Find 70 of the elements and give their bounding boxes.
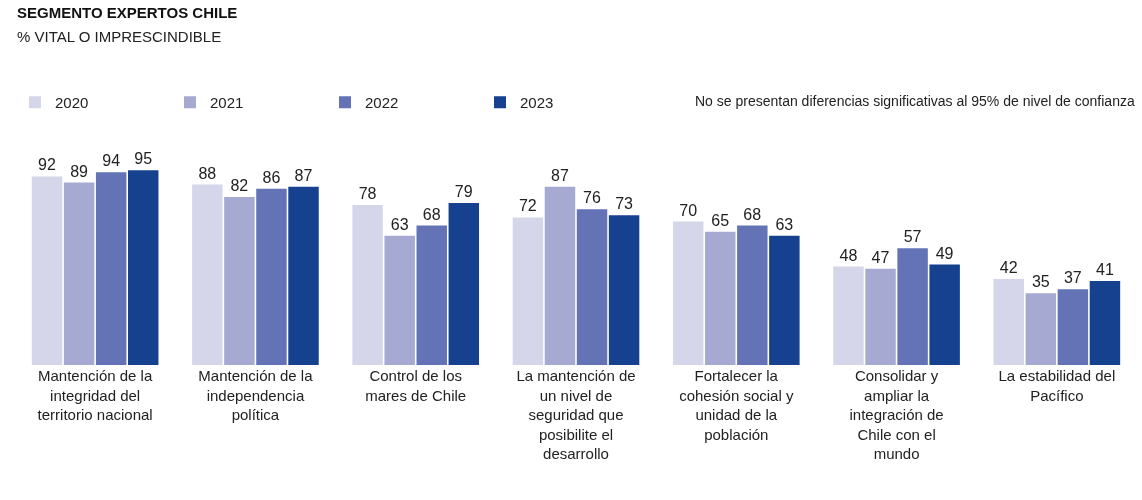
data-label: 78 — [358, 185, 377, 203]
bar — [256, 188, 287, 365]
data-label: 41 — [1096, 260, 1114, 278]
data-label: 48 — [839, 246, 858, 264]
data-label: 37 — [1063, 269, 1082, 287]
bar — [929, 264, 960, 365]
data-label: 42 — [999, 258, 1018, 276]
data-label: 63 — [390, 215, 409, 233]
data-label: 87 — [294, 166, 313, 184]
bar — [288, 186, 319, 365]
data-label: 87 — [551, 166, 569, 184]
data-label: 68 — [743, 205, 762, 223]
data-label: 95 — [134, 150, 153, 168]
bar — [1057, 289, 1089, 365]
x-tick-label: Control de los mares de Chile — [365, 367, 467, 404]
data-label: 35 — [1031, 273, 1050, 291]
bar — [31, 176, 63, 365]
data-label: 76 — [583, 189, 601, 207]
data-label: 57 — [903, 228, 922, 246]
data-label: 72 — [518, 197, 537, 215]
bar — [95, 172, 127, 365]
data-label: 70 — [679, 201, 698, 219]
bar — [897, 248, 928, 365]
x-tick-label: La estabilidad del Pacífico — [998, 367, 1116, 404]
bar — [769, 235, 800, 365]
bar — [63, 182, 95, 365]
data-label: 47 — [871, 248, 890, 266]
x-tick-label: La mantención de un nivel de seguridad que posibilite el desarrollo — [516, 367, 636, 462]
data-label: 94 — [102, 152, 121, 170]
chart-title: SEGMENTO EXPERTOS CHILE — [17, 4, 238, 21]
bar — [128, 170, 159, 365]
bar — [416, 225, 447, 365]
data-label: 79 — [454, 183, 473, 201]
data-label: 86 — [262, 168, 281, 186]
legend-label: 2023 — [520, 94, 554, 112]
x-tick-label: Consolidar y ampliar la integración de Chile con el mundo — [849, 367, 944, 462]
bar — [544, 186, 576, 365]
bar — [705, 231, 736, 365]
data-label: 88 — [198, 164, 217, 182]
data-label: 73 — [615, 195, 634, 213]
bar — [224, 196, 255, 365]
data-label: 82 — [230, 176, 249, 194]
bar — [737, 225, 768, 365]
legend-label: 2022 — [365, 94, 399, 112]
bar — [865, 268, 896, 365]
bar — [1025, 293, 1057, 365]
legend-label: 2020 — [55, 94, 89, 112]
data-label: 89 — [70, 162, 89, 180]
x-tick-label: Mantención de la independencia política — [198, 367, 314, 423]
data-label: 92 — [38, 156, 56, 174]
legend-label: 2021 — [210, 94, 244, 112]
bar — [512, 217, 544, 365]
bar — [993, 278, 1024, 365]
bar — [608, 215, 640, 365]
data-label: 63 — [775, 215, 794, 233]
bar — [1089, 280, 1121, 365]
bar — [448, 203, 480, 365]
bar — [833, 266, 864, 365]
x-tick-label: Fortalecer la cohesión social y unidad de la población — [679, 367, 794, 443]
text: No se presentan diferencias significativas al 95% de nivel de confianza — [695, 93, 1135, 109]
x-tick-label: Mantención de la integridad del territorio nacional — [37, 367, 153, 423]
bar — [384, 235, 415, 365]
bar — [352, 205, 383, 365]
data-label: 49 — [935, 244, 954, 262]
data-label: 65 — [711, 211, 730, 229]
chart-subtitle: % VITAL O IMPRESCINDIBLE — [17, 28, 222, 45]
bar — [672, 221, 704, 365]
bar — [192, 184, 223, 365]
bar — [576, 209, 608, 365]
data-label: 68 — [422, 205, 441, 223]
